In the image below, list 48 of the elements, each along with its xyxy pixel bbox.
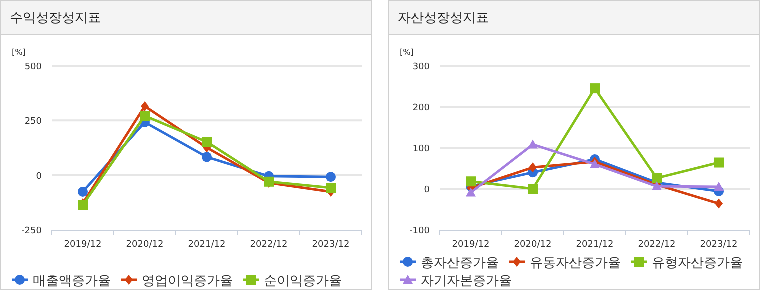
point [78, 186, 88, 197]
chart-title: 수익성장성지표 [10, 11, 101, 26]
point [528, 184, 538, 194]
legend-label: 유동자산증가율 [530, 256, 621, 271]
point [652, 173, 662, 184]
legend-label: 자기자본증가율 [421, 274, 512, 289]
point [140, 111, 150, 122]
point [714, 182, 724, 191]
point [466, 176, 476, 187]
point [529, 162, 537, 173]
legend-label: 총자산증가율 [421, 256, 499, 271]
y-tick-label: 200 [412, 104, 430, 114]
legend-label: 영업이익증가율 [142, 274, 233, 289]
y-axis-title: [%] [12, 48, 26, 57]
point [202, 152, 212, 162]
point [141, 101, 149, 112]
point [326, 183, 336, 194]
y-tick-label: 100 [412, 144, 430, 154]
x-tick-label: 2023/12 [312, 240, 350, 250]
x-tick-label: 2022/12 [250, 240, 288, 250]
legend-label: 유형자산증가율 [652, 256, 743, 271]
y-axis-title: [%] [400, 48, 414, 57]
x-tick-label: 2021/12 [188, 240, 226, 250]
point [715, 198, 723, 209]
y-tick-label: 0 [36, 172, 42, 182]
x-tick-label: 2023/12 [700, 240, 738, 250]
y-tick-label: 0 [424, 186, 430, 196]
legend-label: 순이익증가율 [264, 274, 342, 289]
point [714, 158, 724, 168]
point [326, 172, 336, 182]
x-tick-label: 2022/12 [638, 240, 676, 250]
point [466, 188, 476, 197]
y-tick-label: -100 [410, 226, 430, 236]
y-tick-label: 500 [24, 62, 42, 72]
x-tick-label: 2019/12 [64, 240, 102, 250]
chart-title: 자산성장성지표 [398, 11, 489, 26]
legend-label: 매출액증가율 [33, 274, 111, 289]
x-tick-label: 2019/12 [452, 240, 490, 250]
y-tick-label: 300 [412, 62, 430, 72]
point [590, 159, 600, 168]
x-tick-label: 2020/12 [126, 240, 164, 250]
point [528, 140, 538, 149]
x-tick-label: 2020/12 [514, 240, 552, 250]
point [590, 84, 600, 94]
y-tick-label: 250 [24, 117, 42, 128]
y-tick-label: -250 [22, 226, 42, 236]
point [202, 137, 212, 148]
x-tick-label: 2021/12 [576, 240, 614, 250]
